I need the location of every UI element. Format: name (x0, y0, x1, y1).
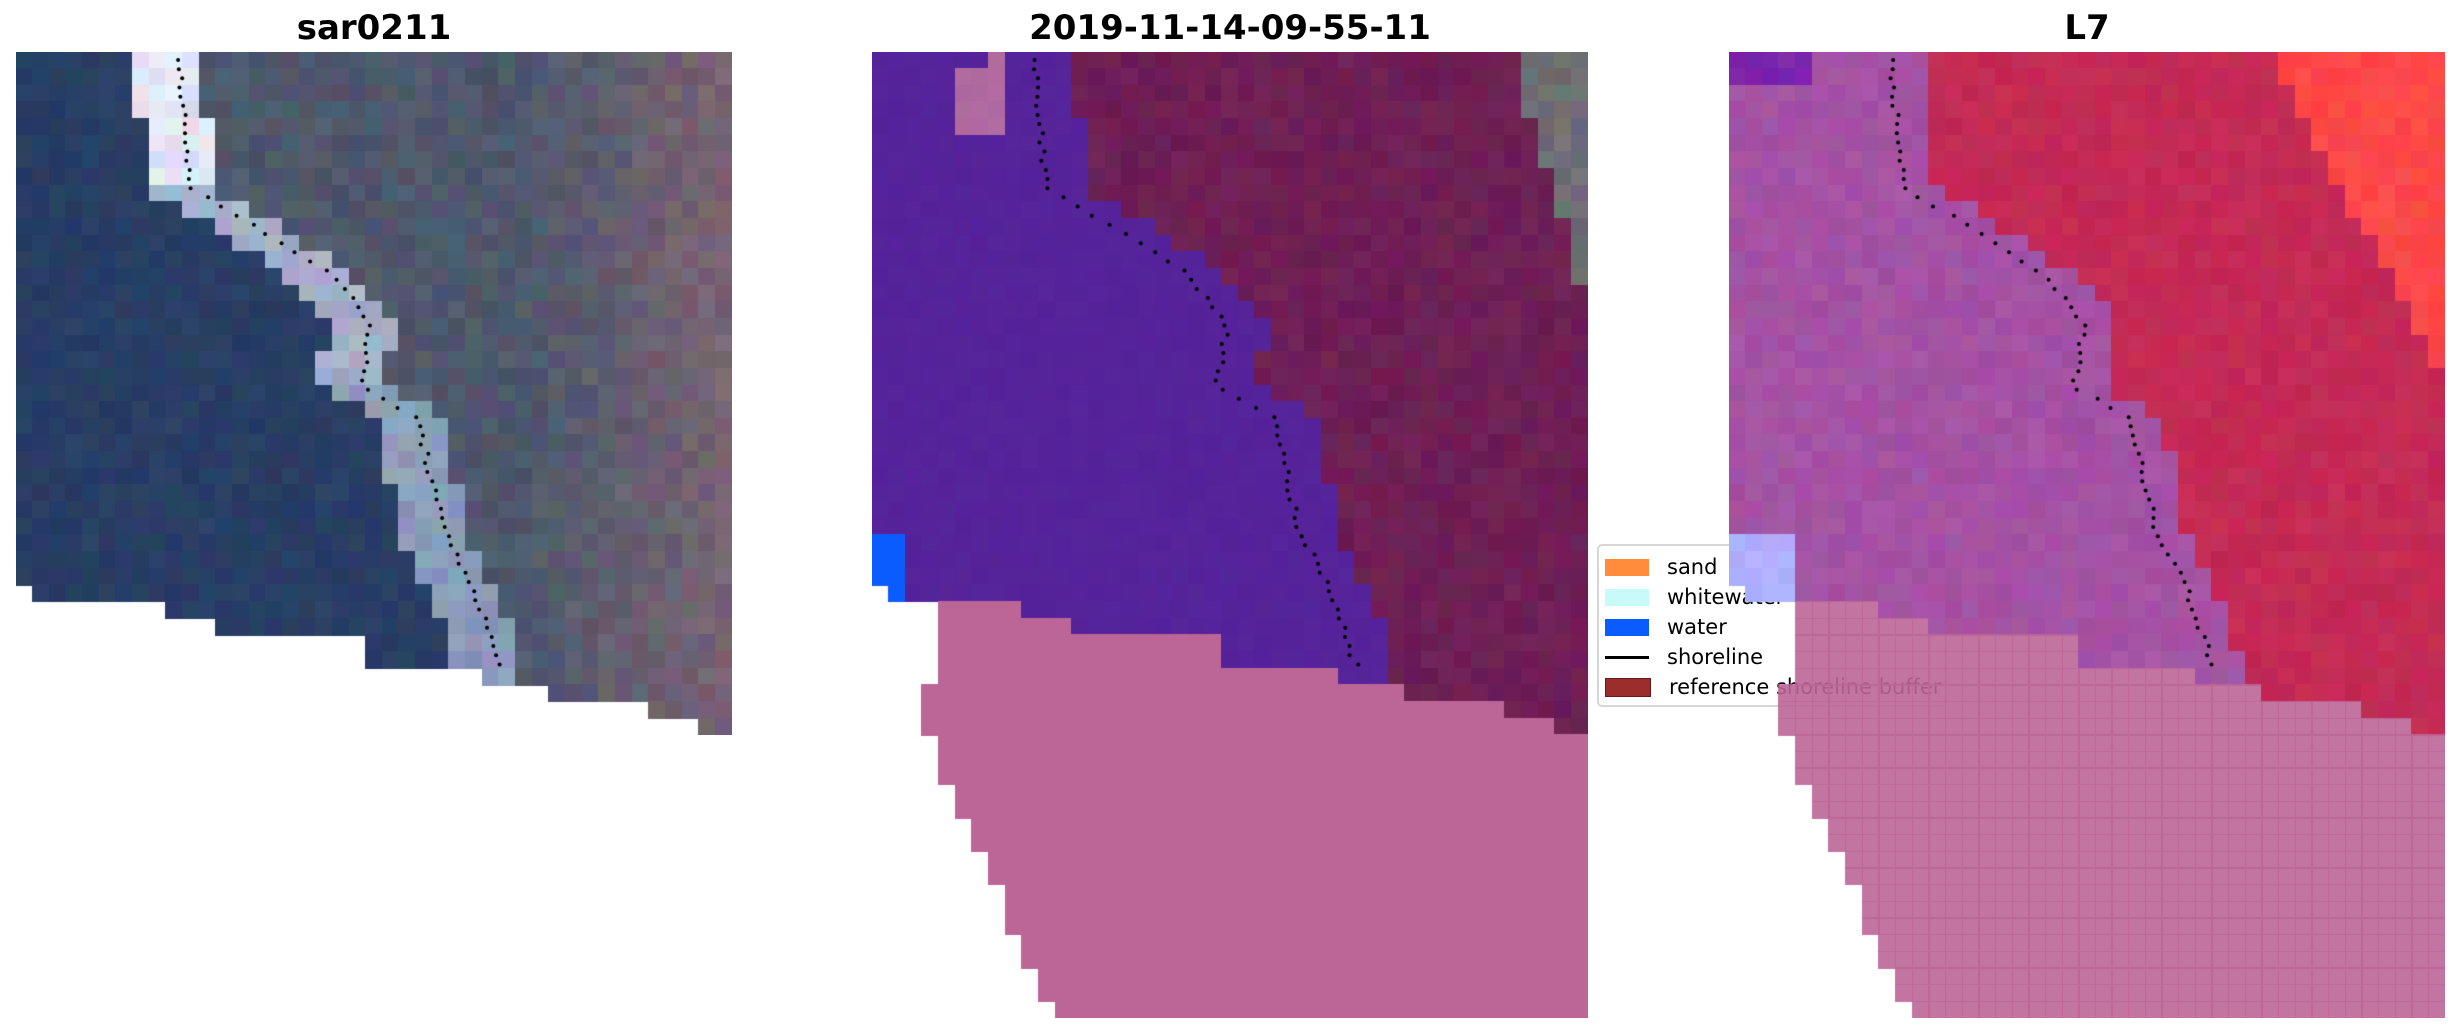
sand-swatch (1605, 558, 1649, 576)
rgb-image-panel (16, 52, 732, 735)
l7-image-panel (1729, 52, 2445, 1018)
whitewater-swatch (1605, 588, 1649, 606)
legend-item-sand: sand (1605, 552, 1717, 582)
water-swatch (1605, 618, 1649, 636)
legend-label: water (1667, 615, 1727, 639)
legend-item-water: water (1605, 612, 1727, 642)
panel-title-date: 2019-11-14-09-55-11 (1029, 8, 1431, 48)
shoreline-line-swatch (1605, 655, 1649, 659)
classified-image-panel (872, 52, 1588, 1018)
panel-title-sar: sar0211 (296, 8, 452, 48)
buffer-swatch (1605, 677, 1651, 697)
panel-title-l7: L7 (2064, 8, 2110, 48)
legend-label: sand (1667, 555, 1718, 579)
